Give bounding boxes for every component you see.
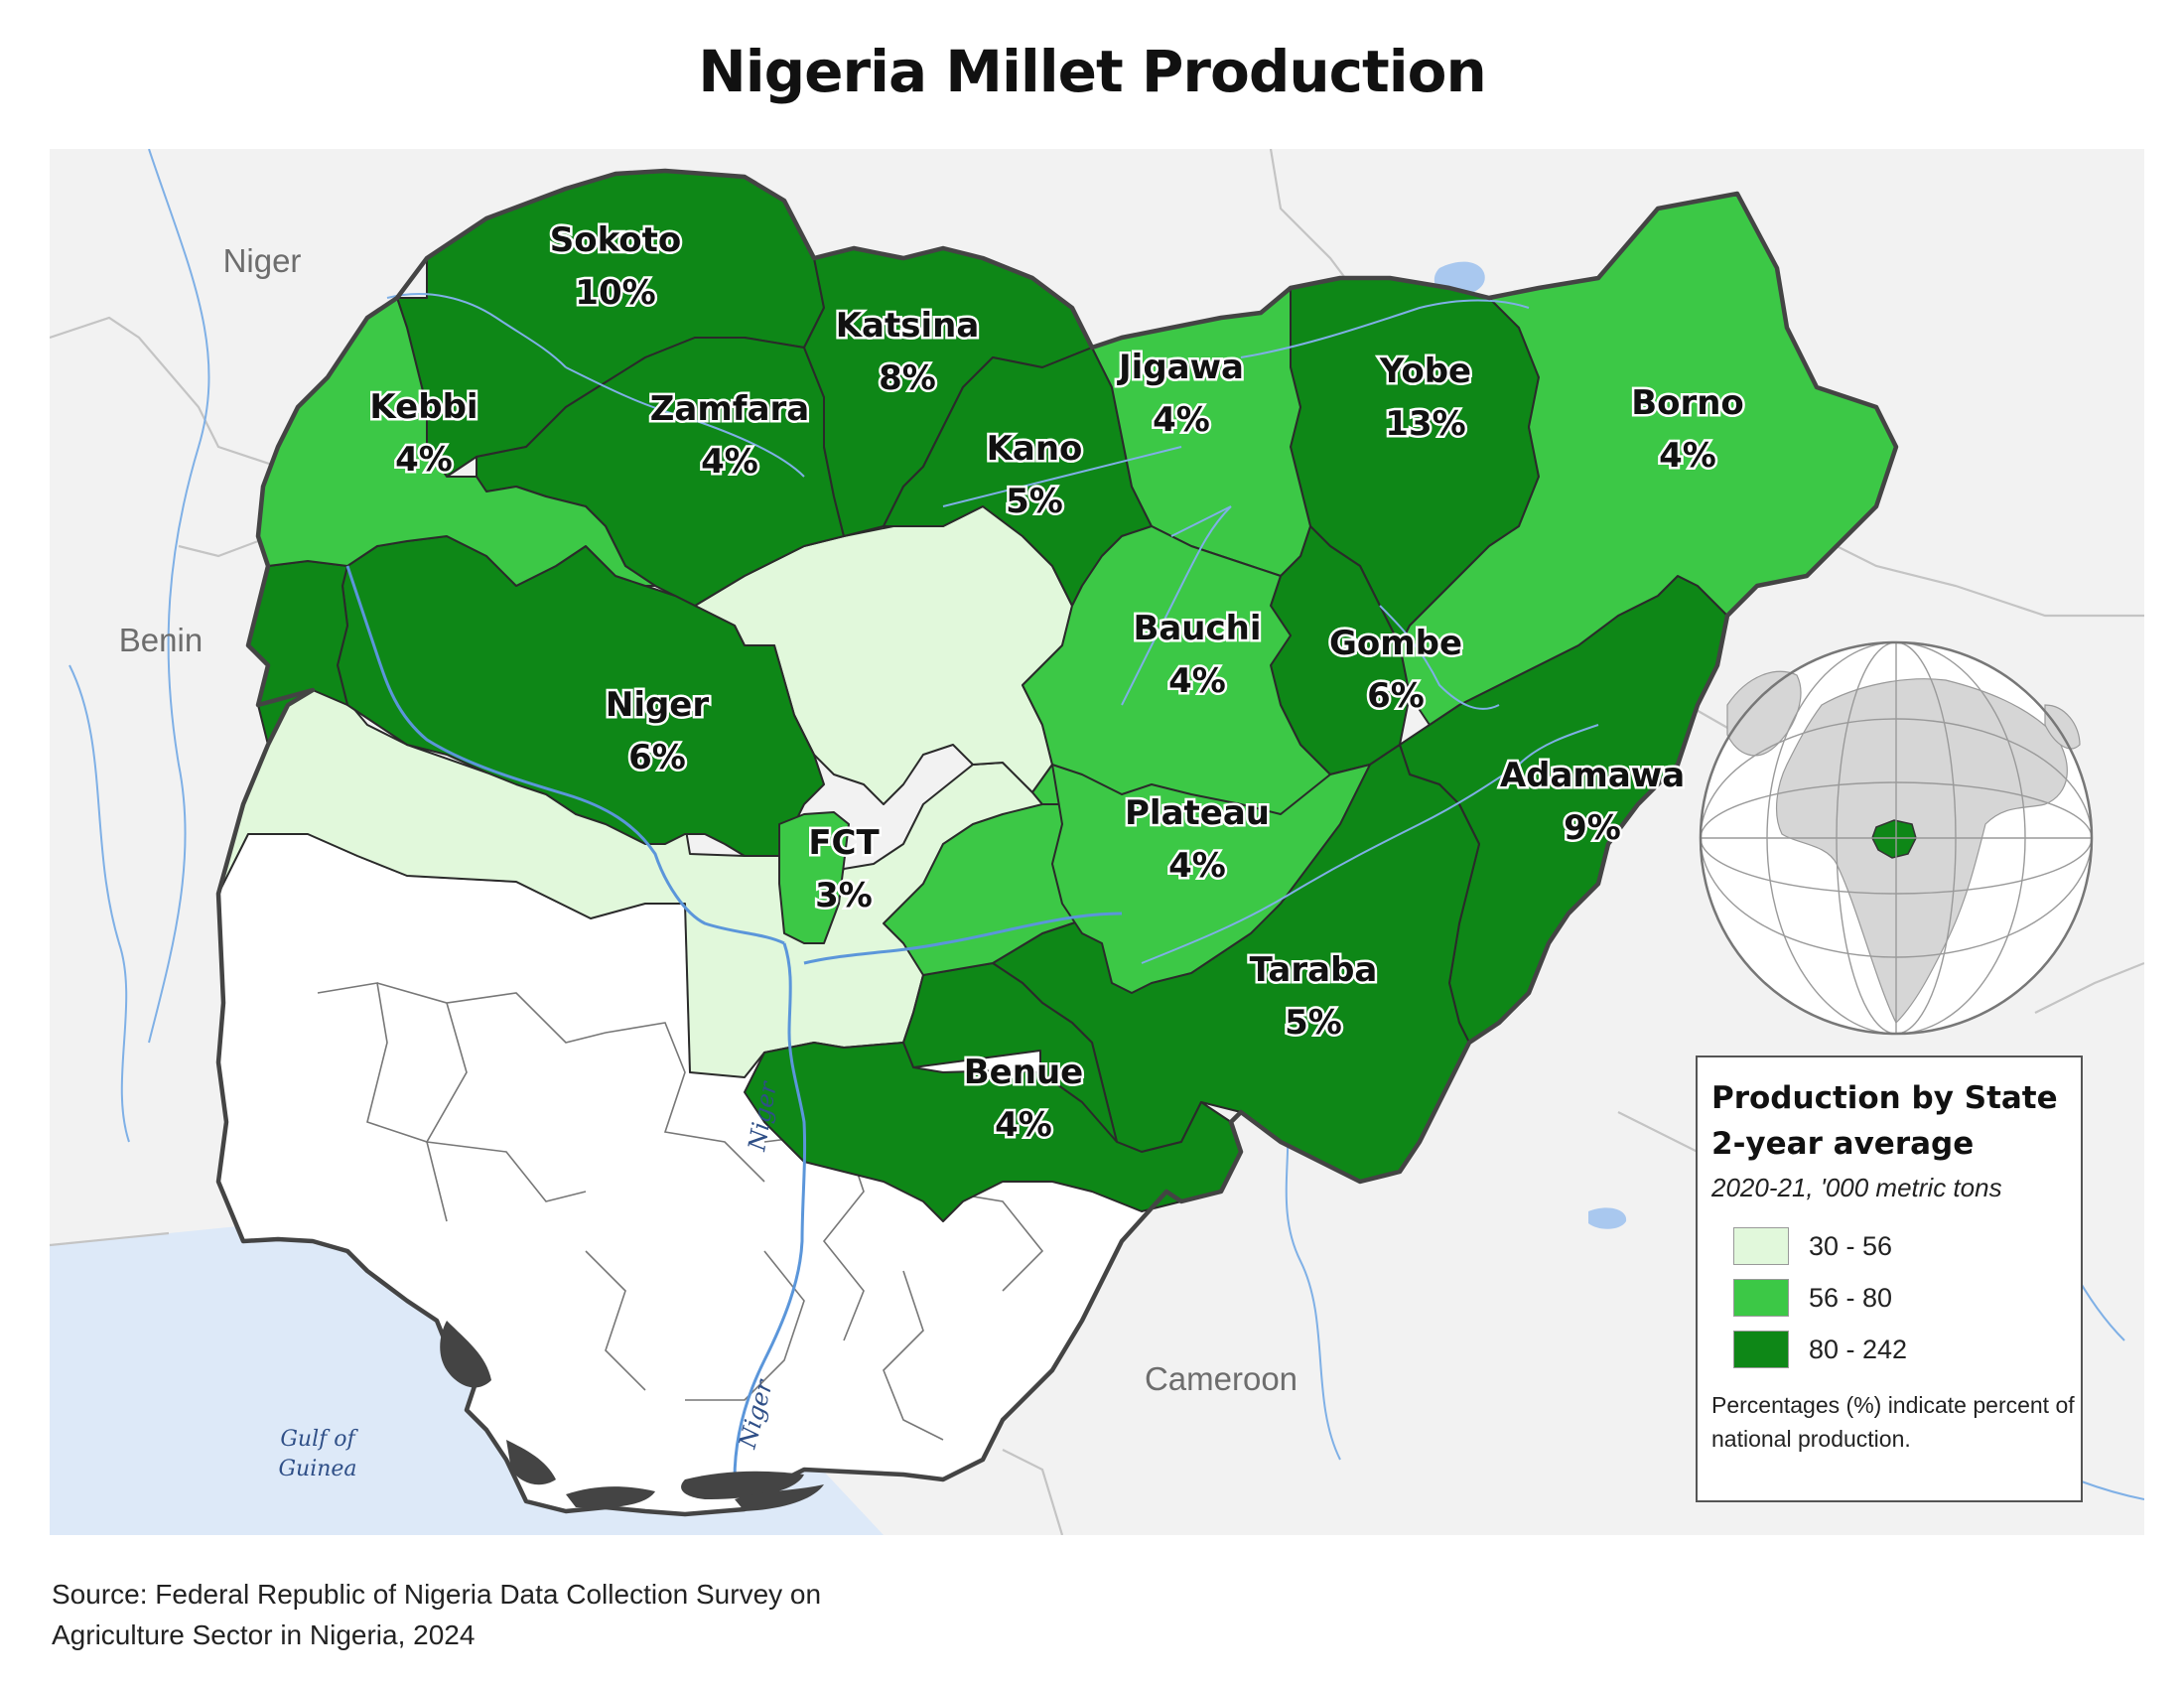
niger-delta-creeks bbox=[440, 1321, 824, 1511]
source-line-1: Source: Federal Republic of Nigeria Data… bbox=[52, 1579, 822, 1610]
map-title: Nigeria Millet Production bbox=[698, 38, 1487, 105]
legend-label-low: 30 - 56 bbox=[1809, 1230, 1893, 1261]
state-pct-benue: 4% bbox=[995, 1105, 1052, 1145]
state-pct-kebbi: 4% bbox=[395, 440, 453, 480]
state-label-sokoto: Sokoto bbox=[550, 220, 682, 260]
state-label-niger: Niger bbox=[606, 685, 710, 725]
legend-note: Percentages (%) indicate percent of nati… bbox=[1711, 1392, 2075, 1452]
nigeria-rivers bbox=[386, 293, 1599, 964]
state-label-plateau: Plateau bbox=[1125, 793, 1270, 833]
legend-title-line1: Production by State bbox=[1711, 1080, 2058, 1116]
state-label-katsina: Katsina bbox=[836, 306, 980, 346]
state-pct-adamawa: 9% bbox=[1564, 808, 1621, 848]
legend-item-low: 30 - 56 bbox=[1711, 1227, 2081, 1265]
cameroon-lake bbox=[1588, 1207, 1627, 1229]
nigeria-national-border bbox=[215, 168, 1899, 1517]
state-pct-borno: 4% bbox=[1659, 436, 1716, 476]
legend-swatch-low bbox=[1733, 1227, 1789, 1265]
state-pct-kano: 5% bbox=[1006, 482, 1063, 521]
legend-items: 30 - 56 56 - 80 80 - 242 bbox=[1711, 1227, 2081, 1368]
state-fct bbox=[778, 811, 850, 944]
state-benue-main bbox=[744, 1042, 1242, 1222]
state-pct-taraba: 5% bbox=[1285, 1003, 1342, 1043]
legend-item-mid: 56 - 80 bbox=[1711, 1279, 2081, 1317]
state-pct-plateau: 4% bbox=[1168, 846, 1226, 886]
state-label-jigawa: Jigawa bbox=[1117, 348, 1244, 387]
state-label-benue: Benue bbox=[964, 1053, 1083, 1092]
state-label-kano: Kano bbox=[987, 429, 1083, 469]
legend-swatch-high bbox=[1733, 1331, 1789, 1368]
state-label-gombe: Gombe bbox=[1329, 624, 1462, 663]
country-label-benin: Benin bbox=[119, 622, 203, 658]
state-pct-yobe: 13% bbox=[1385, 404, 1465, 444]
globe-locator bbox=[1699, 640, 2094, 1036]
niger-river bbox=[345, 565, 1123, 1480]
state-label-zamfara: Zamfara bbox=[650, 389, 809, 429]
state-pct-niger: 6% bbox=[628, 738, 686, 777]
source-line-2: Agriculture Sector in Nigeria, 2024 bbox=[52, 1619, 476, 1650]
state-pct-bauchi: 4% bbox=[1168, 661, 1226, 701]
state-label-kebbi: Kebbi bbox=[369, 387, 478, 427]
legend-panel: Production by State 2-year average 2020-… bbox=[1696, 1055, 2083, 1502]
state-pct-gombe: 6% bbox=[1367, 676, 1425, 716]
state-label-yobe: Yobe bbox=[1379, 352, 1471, 391]
legend-title-line2: 2-year average bbox=[1711, 1126, 1975, 1162]
state-label-taraba: Taraba bbox=[1250, 950, 1378, 990]
gulf-label-line1: Gulf of bbox=[280, 1427, 358, 1452]
legend-swatch-mid bbox=[1733, 1279, 1789, 1317]
country-label-niger: Niger bbox=[223, 242, 302, 279]
state-plateau-main bbox=[1051, 764, 1371, 994]
state-pct-jigawa: 4% bbox=[1153, 400, 1210, 440]
country-label-cameroon: Cameroon bbox=[1145, 1360, 1297, 1397]
legend-label-mid: 56 - 80 bbox=[1809, 1282, 1893, 1313]
legend-label-high: 80 - 242 bbox=[1809, 1334, 1908, 1364]
state-pct-katsina: 8% bbox=[879, 358, 936, 398]
state-pct-sokoto: 10% bbox=[575, 273, 655, 313]
source-note: Source: Federal Republic of Nigeria Data… bbox=[52, 1574, 821, 1655]
state-label-bauchi: Bauchi bbox=[1133, 609, 1261, 648]
map-frame: Niger Benin Cameroon Gulf of Guinea Nige… bbox=[50, 149, 2144, 1535]
state-pct-fct: 3% bbox=[815, 876, 873, 915]
gulf-label-line2: Guinea bbox=[278, 1457, 356, 1481]
state-pct-zamfara: 4% bbox=[701, 442, 758, 482]
southern-state-borders bbox=[317, 982, 1044, 1441]
state-label-borno: Borno bbox=[1631, 383, 1744, 423]
state-labels: Sokoto 10% Kebbi 4% Zamfara 4% Katsina 8… bbox=[367, 218, 1746, 1148]
legend-item-high: 80 - 242 bbox=[1711, 1331, 2081, 1368]
state-label-fct: FCT bbox=[808, 823, 880, 863]
legend-unit: 2020-21, '000 metric tons bbox=[1711, 1173, 2002, 1202]
nigeria-map: Niger Benin Cameroon Gulf of Guinea Nige… bbox=[50, 149, 2144, 1535]
state-label-adamawa: Adamawa bbox=[1500, 756, 1685, 795]
